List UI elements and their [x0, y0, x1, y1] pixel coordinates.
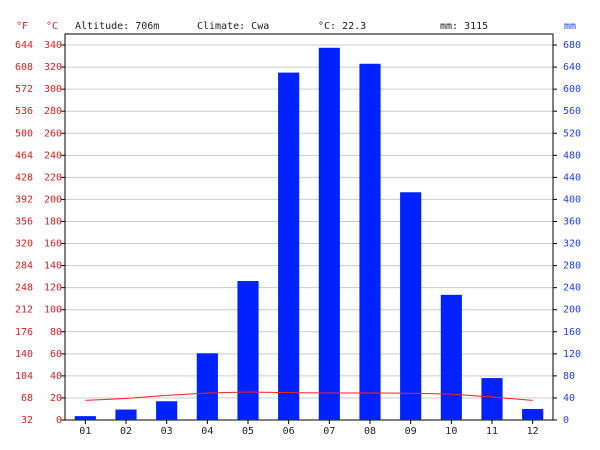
bar — [522, 408, 544, 420]
y2-tick-label: 80 — [563, 371, 575, 382]
y2-tick-label: 360 — [563, 216, 581, 227]
bar — [481, 378, 503, 420]
annotation: mm: 3115 — [440, 21, 488, 32]
annotation: °C: 22.3 — [318, 21, 366, 32]
bar — [74, 416, 96, 420]
bar — [278, 72, 300, 420]
y2-tick-label: 680 — [563, 40, 581, 51]
x-tick-label: 04 — [201, 426, 213, 437]
y3-tick-label: 464 — [15, 150, 33, 161]
bar — [400, 192, 422, 420]
x-tick-label: 03 — [161, 426, 173, 437]
y-tick-label: 40 — [50, 371, 62, 382]
y2-tick-label: 440 — [563, 172, 581, 183]
x-tick-label: 09 — [405, 426, 417, 437]
y-tick-label: 160 — [44, 239, 62, 250]
y3-tick-label: 644 — [15, 40, 33, 51]
bar — [237, 281, 259, 420]
y-tick-label: 140 — [44, 261, 62, 272]
x-tick-label: 11 — [486, 426, 498, 437]
y3-tick-label: 284 — [15, 261, 33, 272]
y-tick-label: 260 — [44, 128, 62, 139]
y3-tick-label: 536 — [15, 106, 33, 117]
y3-tick-label: 320 — [15, 239, 33, 250]
y3-tick-label: 572 — [15, 84, 33, 95]
y3-tick-label: 140 — [15, 349, 33, 360]
x-tick-label: 12 — [527, 426, 539, 437]
y-tick-label: 200 — [44, 194, 62, 205]
y-tick-label: 180 — [44, 216, 62, 227]
bar — [196, 353, 218, 420]
annotation: Climate: Cwa — [197, 21, 269, 32]
y2-tick-label: 240 — [563, 283, 581, 294]
y3-tick-label: 356 — [15, 216, 33, 227]
annotation: Altitude: 706m — [75, 21, 159, 32]
y3-tick-label: 212 — [15, 305, 33, 316]
plot-frame — [64, 33, 554, 421]
y-tick-label: 80 — [50, 327, 62, 338]
y2-tick-label: 320 — [563, 239, 581, 250]
y2-tick-label: 640 — [563, 62, 581, 73]
y3-tick-label: 104 — [15, 371, 33, 382]
temperature-line — [85, 391, 533, 401]
y2-tick-label: 280 — [563, 261, 581, 272]
y-tick-label: 220 — [44, 172, 62, 183]
y-tick-label: 60 — [50, 349, 62, 360]
bar — [440, 294, 462, 420]
bar — [156, 401, 178, 420]
x-tick-label: 01 — [79, 426, 91, 437]
y3-tick-label: 32 — [21, 415, 33, 426]
x-tick-label: 10 — [445, 426, 457, 437]
x-tick-label: 02 — [120, 426, 132, 437]
y-tick-label: 320 — [44, 62, 62, 73]
c-axis-label: °C — [46, 21, 58, 32]
f-axis-label: °F — [16, 21, 28, 32]
y-tick-label: 0 — [56, 415, 62, 426]
y-tick-label: 300 — [44, 84, 62, 95]
y2-tick-label: 120 — [563, 349, 581, 360]
y3-tick-label: 392 — [15, 194, 33, 205]
y2-tick-label: 0 — [563, 415, 569, 426]
y2-tick-label: 40 — [563, 393, 575, 404]
y3-tick-label: 428 — [15, 172, 33, 183]
y-tick-label: 100 — [44, 305, 62, 316]
x-tick-label: 07 — [323, 426, 335, 437]
mm-axis-label: mm — [564, 21, 576, 32]
bar — [318, 47, 340, 421]
y2-tick-label: 400 — [563, 194, 581, 205]
y-tick-label: 20 — [50, 393, 62, 404]
y2-tick-label: 600 — [563, 84, 581, 95]
y2-tick-label: 160 — [563, 327, 581, 338]
y2-tick-label: 480 — [563, 150, 581, 161]
y-tick-label: 120 — [44, 283, 62, 294]
y2-tick-label: 560 — [563, 106, 581, 117]
y2-tick-label: 200 — [563, 305, 581, 316]
y2-tick-label: 520 — [563, 128, 581, 139]
y3-tick-label: 68 — [21, 393, 33, 404]
y-tick-label: 240 — [44, 150, 62, 161]
y-tick-label: 280 — [44, 106, 62, 117]
bar — [115, 409, 137, 420]
y3-tick-label: 608 — [15, 62, 33, 73]
x-tick-label: 05 — [242, 426, 254, 437]
bar — [359, 63, 381, 421]
y3-tick-label: 500 — [15, 128, 33, 139]
y3-tick-label: 176 — [15, 327, 33, 338]
x-tick-label: 08 — [364, 426, 376, 437]
y3-tick-label: 248 — [15, 283, 33, 294]
x-tick-label: 06 — [283, 426, 295, 437]
y-tick-label: 340 — [44, 40, 62, 51]
